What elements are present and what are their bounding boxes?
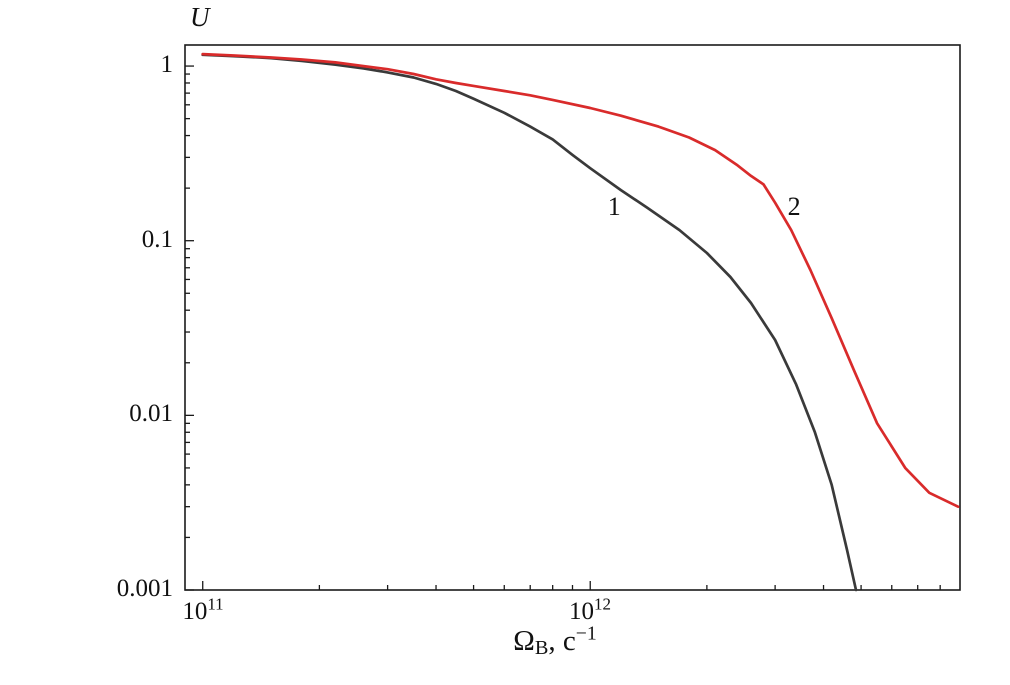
curve-label-2: 2 — [787, 192, 801, 222]
x-axis-title: ΩB, c−1 — [513, 622, 597, 660]
plot-frame — [184, 44, 961, 591]
y-axis-title: U — [190, 2, 210, 32]
y-tick-label-0p01: 0.01 — [129, 400, 173, 427]
curve-1 — [201, 53, 858, 592]
x-tick-label-1e12: 1012 — [569, 594, 611, 625]
x-tick-label-1e11: 1011 — [182, 594, 224, 625]
y-tick-label-1: 1 — [160, 51, 174, 78]
y-tick-label-0p1: 0.1 — [141, 226, 173, 253]
curve-2 — [201, 52, 960, 509]
curve-label-1: 1 — [607, 192, 621, 222]
y-tick-label-0p001: 0.001 — [116, 575, 173, 602]
